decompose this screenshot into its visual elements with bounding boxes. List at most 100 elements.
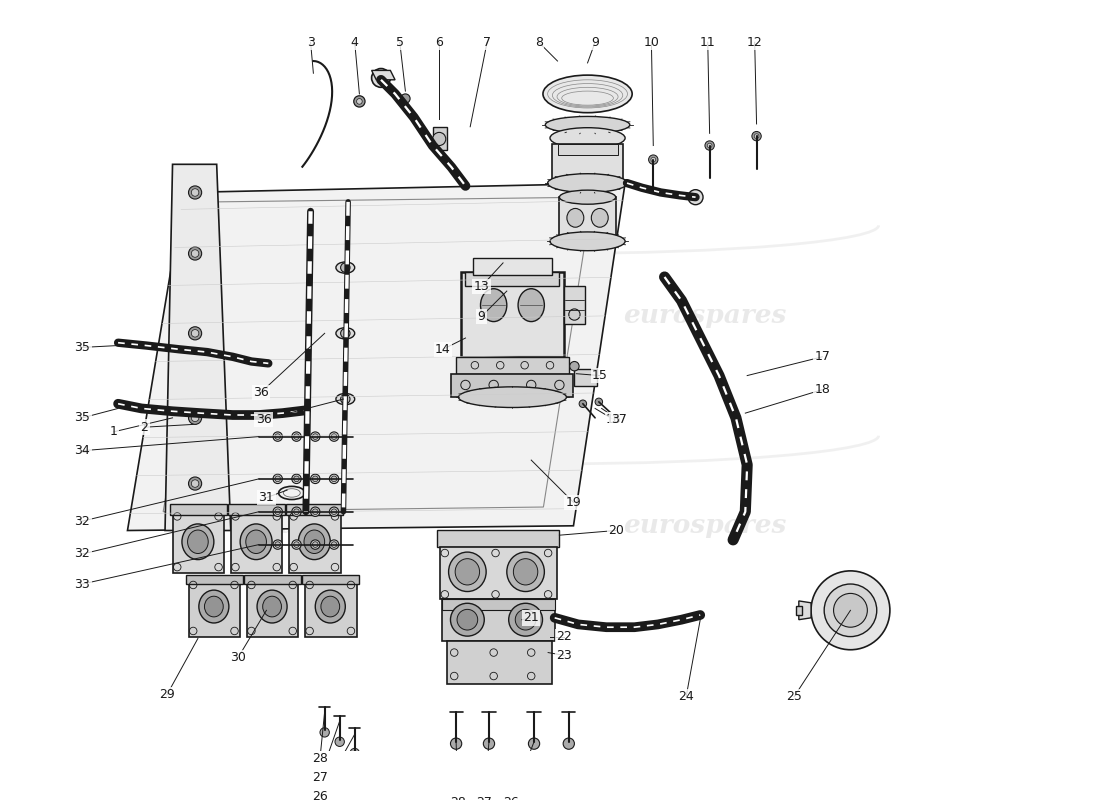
Text: 28: 28	[312, 752, 328, 765]
Ellipse shape	[257, 590, 287, 623]
Bar	[560, 197, 616, 239]
Text: 36: 36	[255, 414, 272, 426]
Ellipse shape	[182, 524, 213, 560]
Circle shape	[275, 542, 280, 547]
Text: 37: 37	[610, 414, 627, 426]
Text: 27: 27	[476, 796, 492, 800]
Text: 22: 22	[557, 630, 572, 643]
Ellipse shape	[514, 558, 538, 585]
Circle shape	[341, 263, 350, 272]
Circle shape	[372, 69, 390, 87]
Circle shape	[312, 542, 318, 547]
Circle shape	[292, 507, 301, 517]
Text: 28: 28	[450, 796, 466, 800]
Circle shape	[331, 476, 337, 482]
Circle shape	[563, 738, 574, 750]
Ellipse shape	[507, 552, 544, 591]
Bar	[796, 606, 802, 615]
Bar	[188, 580, 240, 637]
Text: 27: 27	[312, 771, 328, 784]
Circle shape	[294, 509, 299, 514]
Circle shape	[292, 432, 301, 442]
Circle shape	[341, 329, 350, 338]
Circle shape	[312, 476, 318, 482]
Text: 3: 3	[307, 36, 315, 49]
Circle shape	[400, 94, 410, 103]
Circle shape	[834, 594, 868, 627]
Ellipse shape	[508, 603, 542, 636]
Text: 10: 10	[644, 36, 659, 49]
Ellipse shape	[188, 530, 208, 554]
Ellipse shape	[592, 209, 608, 227]
Bar	[244, 574, 301, 584]
Ellipse shape	[199, 590, 229, 623]
Text: 11: 11	[700, 36, 716, 49]
Text: 12: 12	[747, 36, 762, 49]
Ellipse shape	[205, 596, 223, 617]
Ellipse shape	[456, 610, 477, 630]
Polygon shape	[372, 70, 395, 80]
Text: 2: 2	[141, 421, 149, 434]
Ellipse shape	[481, 289, 507, 322]
Text: 16: 16	[606, 414, 621, 426]
Text: 34: 34	[75, 444, 90, 457]
Ellipse shape	[451, 603, 484, 636]
Bar	[447, 642, 552, 683]
Bar	[461, 272, 564, 357]
Text: 19: 19	[565, 496, 581, 509]
Ellipse shape	[455, 558, 480, 585]
Text: 29: 29	[160, 688, 175, 702]
Circle shape	[292, 540, 301, 550]
Bar	[432, 126, 447, 150]
Ellipse shape	[336, 328, 354, 339]
Ellipse shape	[515, 610, 536, 630]
Circle shape	[755, 134, 759, 138]
Bar	[302, 574, 360, 584]
Circle shape	[752, 131, 761, 141]
Circle shape	[649, 155, 658, 164]
Polygon shape	[165, 164, 231, 530]
Bar	[173, 512, 224, 573]
Text: 26: 26	[312, 790, 328, 800]
Text: eurospares: eurospares	[624, 514, 786, 538]
Bar	[442, 599, 554, 642]
Circle shape	[331, 509, 337, 514]
Ellipse shape	[459, 387, 566, 407]
Text: eurospares: eurospares	[179, 303, 342, 328]
Text: 8: 8	[535, 36, 542, 49]
Bar	[286, 504, 343, 515]
Ellipse shape	[336, 262, 354, 274]
Circle shape	[331, 542, 337, 547]
Circle shape	[432, 132, 446, 146]
Text: 4: 4	[351, 36, 359, 49]
Ellipse shape	[550, 232, 625, 250]
Circle shape	[329, 507, 339, 517]
Bar	[442, 599, 554, 610]
Ellipse shape	[550, 128, 625, 148]
Circle shape	[528, 738, 540, 750]
Circle shape	[191, 250, 199, 258]
Circle shape	[273, 474, 283, 483]
Circle shape	[294, 434, 299, 439]
Text: 14: 14	[436, 342, 451, 356]
Text: 9: 9	[477, 310, 485, 323]
Ellipse shape	[449, 552, 486, 591]
Circle shape	[310, 474, 320, 483]
Text: 15: 15	[592, 369, 607, 382]
Polygon shape	[799, 601, 811, 620]
Ellipse shape	[548, 174, 627, 193]
Circle shape	[329, 540, 339, 550]
Circle shape	[824, 584, 877, 637]
Bar	[451, 374, 573, 397]
Bar	[440, 547, 557, 599]
Ellipse shape	[316, 590, 345, 623]
Circle shape	[188, 186, 201, 199]
Text: 32: 32	[75, 547, 90, 561]
Text: 18: 18	[814, 383, 830, 396]
Text: eurospares: eurospares	[179, 514, 342, 538]
Circle shape	[188, 477, 201, 490]
Ellipse shape	[298, 524, 330, 560]
Text: 23: 23	[557, 649, 572, 662]
Circle shape	[188, 247, 201, 260]
Circle shape	[191, 414, 199, 422]
